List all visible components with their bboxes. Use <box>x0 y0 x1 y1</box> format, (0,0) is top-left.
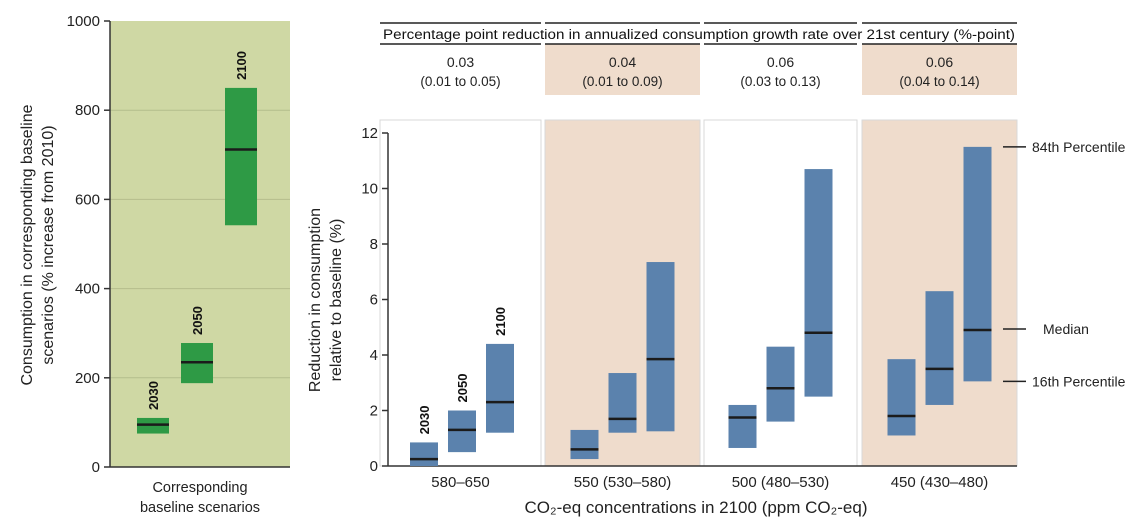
header-title: Percentage point reduction in annualized… <box>383 27 1015 42</box>
right-y-tick-label: 2 <box>370 403 378 420</box>
header-rate-value: 0.06 <box>767 54 794 70</box>
left-y-label: Consumption in corresponding baseline <box>19 104 36 385</box>
left-y-tick-label: 0 <box>92 459 100 476</box>
legend-median-label: Median <box>1043 321 1089 337</box>
header-rate-value: 0.06 <box>926 54 953 70</box>
right-y-tick-label: 0 <box>370 458 378 475</box>
left-x-label: Corresponding <box>152 480 247 496</box>
right-y-tick-label: 10 <box>361 181 378 198</box>
baseline-year-label: 2100 <box>234 51 249 80</box>
reduction-bar <box>570 429 599 460</box>
right-y-tick-label: 8 <box>370 236 378 253</box>
reduction-bar <box>448 410 476 453</box>
group-label: 580–650 <box>431 474 489 491</box>
left-x-label: baseline scenarios <box>140 500 260 516</box>
right-y-tick-label: 6 <box>370 292 378 309</box>
baseline-year-label: 2050 <box>190 306 205 335</box>
legend-p84-label: 84th Percentile <box>1032 139 1126 155</box>
legend-p16-label: 16th Percentile <box>1032 373 1126 389</box>
right-y-tick-label: 12 <box>361 125 378 142</box>
header-shade <box>862 44 1017 95</box>
right-y-label: relative to baseline (%) <box>328 219 345 382</box>
left-y-tick-label: 1000 <box>67 13 100 30</box>
reduction-bar <box>646 262 675 432</box>
header-rate-range: (0.01 to 0.09) <box>582 74 662 89</box>
reduction-bar <box>766 346 795 422</box>
reduction-bar <box>486 343 514 433</box>
left-y-tick-label: 200 <box>75 370 100 387</box>
reduction-year-label: 2030 <box>417 405 432 434</box>
reduction-year-label: 2050 <box>455 374 470 403</box>
left-y-label: scenarios (% increase from 2010) <box>40 125 57 364</box>
reduction-year-label: 2100 <box>493 307 508 336</box>
reduction-bar <box>963 146 992 382</box>
group-label: 450 (430–480) <box>891 474 989 491</box>
left-y-tick-label: 400 <box>75 281 100 298</box>
header-shade <box>545 44 700 95</box>
header-rate-range: (0.04 to 0.14) <box>899 74 979 89</box>
reduction-bar <box>410 442 438 466</box>
reduction-bar <box>887 359 916 436</box>
left-y-tick-label: 600 <box>75 191 100 208</box>
group-label: 500 (480–530) <box>732 474 830 491</box>
group-label: 550 (530–580) <box>574 474 672 491</box>
header-rate-value: 0.04 <box>609 54 636 70</box>
reduction-bar <box>804 169 833 397</box>
header-rate-value: 0.03 <box>447 54 474 70</box>
header-rate-range: (0.01 to 0.05) <box>420 74 500 89</box>
left-y-tick-label: 800 <box>75 102 100 119</box>
reduction-bar <box>608 373 637 433</box>
baseline-bar-2100 <box>225 87 257 226</box>
baseline-year-label: 2030 <box>146 381 161 410</box>
right-y-label: Reduction in consumption <box>307 208 324 392</box>
reduction-bar <box>728 404 757 448</box>
left-panel-background <box>110 21 290 467</box>
right-x-label: CO₂-eq concentrations in 2100 (ppm CO₂-e… <box>525 498 868 517</box>
header-rate-range: (0.03 to 0.13) <box>740 74 820 89</box>
reduction-bar <box>925 291 954 405</box>
right-y-tick-label: 4 <box>370 347 378 364</box>
